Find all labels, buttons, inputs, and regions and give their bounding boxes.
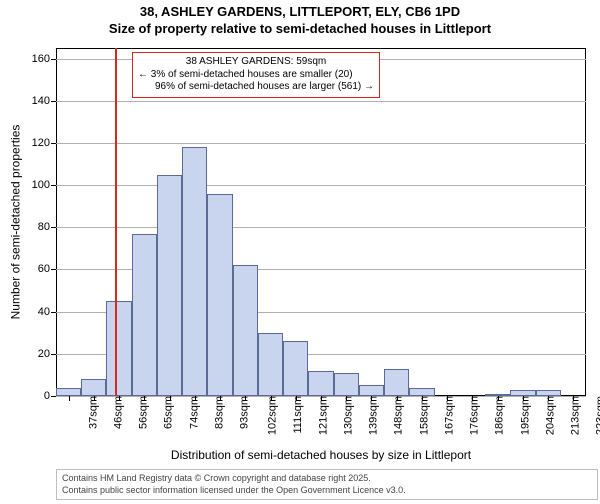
y-tick-label: 100 [32, 179, 56, 191]
x-tick-mark [498, 396, 499, 401]
x-tick-label: 176sqm [463, 396, 481, 435]
gridline-h [56, 101, 586, 102]
y-tick-label: 0 [44, 390, 56, 402]
x-tick-label: 56sqm [132, 396, 150, 429]
x-tick-mark [422, 396, 423, 401]
histogram-bar [258, 333, 283, 396]
histogram-bar [384, 369, 409, 396]
histogram-bar [334, 373, 359, 396]
y-tick-label: 20 [38, 348, 56, 360]
gridline-h [56, 185, 586, 186]
histogram-bar [182, 147, 207, 396]
annotation-line: 96% of semi-detached houses are larger (… [138, 81, 374, 94]
chart-title-address: 38, ASHLEY GARDENS, LITTLEPORT, ELY, CB6… [0, 4, 600, 19]
x-tick-mark [69, 396, 70, 401]
x-tick-mark [94, 396, 95, 401]
x-tick-label: 195sqm [513, 396, 531, 435]
histogram-bar [132, 234, 157, 396]
x-tick-mark [346, 396, 347, 401]
x-tick-mark [447, 396, 448, 401]
histogram-bar [56, 388, 81, 396]
property-size-histogram: 38, ASHLEY GARDENS, LITTLEPORT, ELY, CB6… [0, 4, 600, 504]
x-tick-label: 223sqm [589, 396, 600, 435]
x-tick-label: 186sqm [488, 396, 506, 435]
x-tick-mark [119, 396, 120, 401]
x-tick-mark [548, 396, 549, 401]
x-tick-mark [245, 396, 246, 401]
histogram-bar [81, 379, 106, 396]
x-tick-mark [296, 396, 297, 401]
y-tick-label: 60 [38, 263, 56, 275]
gridline-h [56, 227, 586, 228]
x-tick-label: 83sqm [207, 396, 225, 429]
x-tick-label: 204sqm [538, 396, 556, 435]
x-tick-label: 93sqm [233, 396, 251, 429]
x-tick-label: 37sqm [81, 396, 99, 429]
x-tick-label: 148sqm [387, 396, 405, 435]
x-tick-mark [523, 396, 524, 401]
x-tick-mark [144, 396, 145, 401]
y-tick-label: 40 [38, 306, 56, 318]
histogram-bar [106, 301, 131, 396]
y-tick-label: 160 [32, 53, 56, 65]
x-tick-mark [195, 396, 196, 401]
x-tick-label: 167sqm [438, 396, 456, 435]
y-tick-label: 120 [32, 137, 56, 149]
footer-attribution: Contains HM Land Registry data © Crown c… [56, 469, 598, 500]
x-tick-mark [170, 396, 171, 401]
x-axis-label: Distribution of semi-detached houses by … [56, 448, 586, 462]
annotation-box: 38 ASHLEY GARDENS: 59sqm← 3% of semi-det… [132, 52, 380, 98]
x-tick-label: 130sqm [337, 396, 355, 435]
x-tick-mark [371, 396, 372, 401]
x-tick-label: 158sqm [412, 396, 430, 435]
histogram-bar [409, 388, 434, 396]
histogram-bar [308, 371, 333, 396]
footer-line-2: Contains public sector information licen… [62, 485, 592, 497]
x-tick-label: 65sqm [157, 396, 175, 429]
x-tick-mark [321, 396, 322, 401]
histogram-bar [283, 341, 308, 396]
x-tick-label: 121sqm [311, 396, 329, 435]
x-tick-mark [472, 396, 473, 401]
axis-top [56, 48, 586, 49]
x-tick-mark [397, 396, 398, 401]
y-tick-label: 140 [32, 95, 56, 107]
y-tick-label: 80 [38, 221, 56, 233]
plot-area: 02040608010012014016037sqm46sqm56sqm65sq… [56, 48, 586, 396]
gridline-h [56, 143, 586, 144]
x-tick-label: 111sqm [285, 396, 303, 434]
histogram-bar [207, 194, 232, 396]
footer-line-1: Contains HM Land Registry data © Crown c… [62, 473, 592, 485]
y-axis-label: Number of semi-detached properties [9, 125, 23, 320]
x-tick-mark [573, 396, 574, 401]
x-tick-label: 46sqm [106, 396, 124, 429]
histogram-bar [157, 175, 182, 396]
annotation-line: ← 3% of semi-detached houses are smaller… [138, 69, 374, 82]
x-tick-label: 102sqm [261, 396, 279, 435]
subject-property-marker [115, 48, 117, 396]
x-tick-mark [220, 396, 221, 401]
x-tick-label: 74sqm [182, 396, 200, 429]
histogram-bar [359, 385, 384, 396]
annotation-heading: 38 ASHLEY GARDENS: 59sqm [138, 56, 374, 69]
chart-title-subtitle: Size of property relative to semi-detach… [0, 21, 600, 36]
x-tick-label: 213sqm [564, 396, 582, 435]
x-tick-mark [271, 396, 272, 401]
histogram-bar [233, 265, 258, 396]
x-tick-label: 139sqm [362, 396, 380, 435]
